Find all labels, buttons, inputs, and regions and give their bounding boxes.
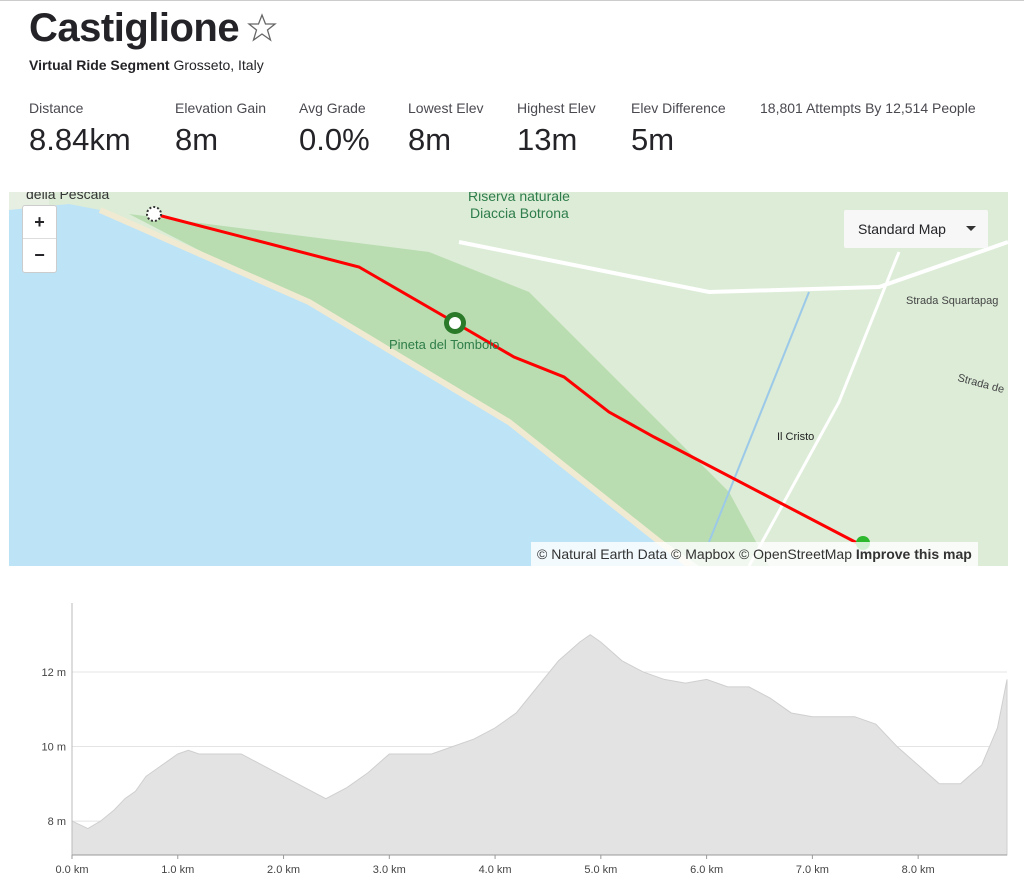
subtitle: Virtual Ride Segment Grosseto, Italy <box>29 57 264 73</box>
x-tick-label: 1.0 km <box>161 864 194 876</box>
map-style-button[interactable]: Standard Map <box>844 210 988 248</box>
segment-title: Castiglione <box>29 6 240 50</box>
y-tick-label: 8 m <box>48 816 66 828</box>
stat-label: Distance <box>29 100 84 116</box>
stat-label: Elevation Gain <box>175 100 267 116</box>
y-tick-label: 12 m <box>42 667 66 679</box>
attempts: 18,801 Attempts By 12,514 People <box>760 100 976 116</box>
location: Grosseto, Italy <box>173 57 264 73</box>
map-label: della Pescaia <box>26 192 110 202</box>
stat-value: 0.0% <box>299 122 370 157</box>
elevation-chart: 8 m 10 m 12 m 0.0 km 1.0 km 2.0 km 3.0 km 4.0 k… <box>42 603 1008 876</box>
stat-label: Highest Elev <box>517 100 596 116</box>
stat-label: Lowest Elev <box>408 100 484 116</box>
stat-value: 8.84km <box>29 122 131 157</box>
stat-value: 8m <box>408 122 452 157</box>
stat-label: Elev Difference <box>631 100 726 116</box>
dropdown-icon <box>966 226 976 231</box>
map-label: Il Cristo <box>777 431 815 443</box>
x-tick-label: 7.0 km <box>796 864 829 876</box>
stat-value: 13m <box>517 122 578 157</box>
map-canvas <box>9 192 1008 566</box>
zoom-controls: + − <box>22 205 57 273</box>
attribution-text: © Natural Earth Data © Mapbox © OpenStre… <box>537 546 852 562</box>
stat-label: Avg Grade <box>299 100 366 116</box>
x-tick-label: 3.0 km <box>373 864 406 876</box>
x-tick-label: 8.0 km <box>902 864 935 876</box>
stat-value: 5m <box>631 122 675 157</box>
stat-value: 8m <box>175 122 219 157</box>
map-label: Pineta del Tombolo <box>389 337 500 352</box>
map-style-text: Standard Map <box>858 221 946 237</box>
star-button[interactable] <box>247 13 277 43</box>
map-label: Strada Squartapag <box>906 295 999 307</box>
x-tick-label: 6.0 km <box>690 864 723 876</box>
improve-map-link[interactable]: Improve this map <box>855 546 972 562</box>
map-label: Diaccia Botrona <box>470 205 569 221</box>
elevation-area <box>71 634 1008 856</box>
y-tick-label: 10 m <box>42 742 66 754</box>
segment-type: Virtual Ride Segment <box>29 57 170 73</box>
x-tick-label: 5.0 km <box>584 864 617 876</box>
attribution: © Natural Earth Data © Mapbox © OpenStre… <box>531 542 978 566</box>
x-tick-label: 4.0 km <box>479 864 512 876</box>
top-border <box>0 0 1024 1</box>
map-label: Riserva naturale <box>468 192 570 204</box>
map[interactable]: della Pescaia Riserva naturale Diaccia B… <box>9 192 1008 566</box>
zoom-out[interactable]: − <box>34 245 45 265</box>
x-tick-label: 0.0 km <box>55 864 88 876</box>
zoom-in[interactable]: + <box>23 206 56 239</box>
x-tick-label: 2.0 km <box>267 864 300 876</box>
